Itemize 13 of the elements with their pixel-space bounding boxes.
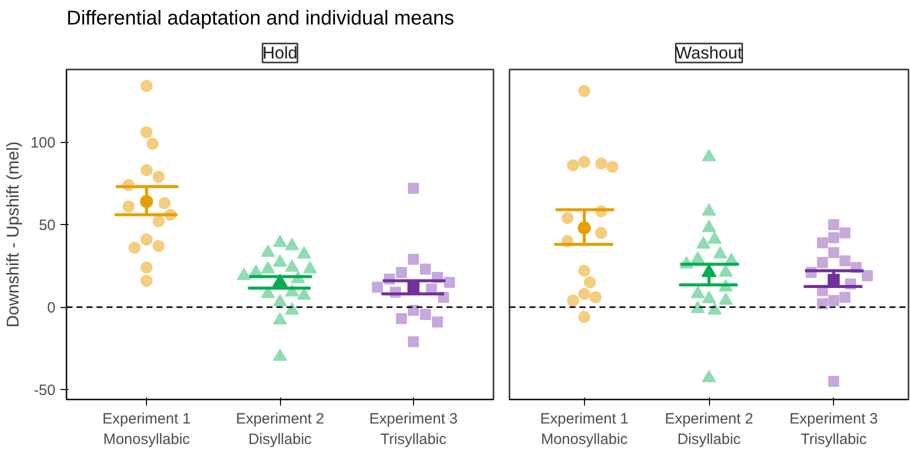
y-tick-label: 0 [47,300,56,317]
y-tick-label: 50 [38,217,56,234]
x-tick-label: Experiment 3 Trisyllabic [790,410,878,448]
x-tick-label: Experiment 2 Disyllabic [236,410,324,448]
y-axis-title: Downshift - Upshift (mel) [3,141,22,328]
x-tick-label: Experiment 3 Trisyllabic [369,410,458,448]
x-tick-label: Experiment 1 Monosyllabic [102,410,191,448]
y-tick-label: -50 [34,382,56,400]
y-tick-label: 100 [30,134,56,152]
chart-title: Differential adaptation and individual means [66,8,454,30]
x-tick-label: Experiment 1 Monosyllabic [540,410,628,448]
chart-subtitle: Hold [262,44,298,62]
x-tick-label: Experiment 2 Disyllabic [664,410,754,448]
